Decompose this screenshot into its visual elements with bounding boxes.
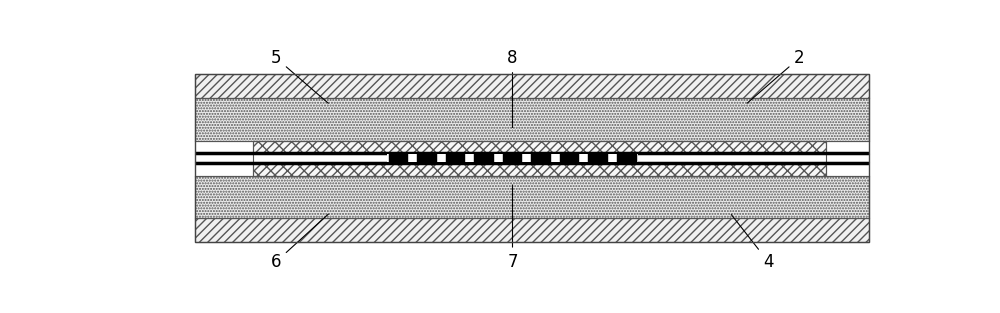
Bar xyxy=(446,154,465,162)
Bar xyxy=(474,154,494,162)
Bar xyxy=(195,74,869,242)
Text: 5: 5 xyxy=(271,49,328,103)
Bar xyxy=(388,154,408,162)
Bar xyxy=(195,98,869,141)
Text: 4: 4 xyxy=(731,214,774,271)
Bar xyxy=(531,154,551,162)
Bar xyxy=(253,163,826,176)
Bar xyxy=(195,74,869,98)
Bar xyxy=(195,153,869,163)
Bar xyxy=(560,154,579,162)
Bar xyxy=(617,154,637,162)
Bar xyxy=(503,154,522,162)
Text: 8: 8 xyxy=(507,49,518,128)
Bar xyxy=(253,141,826,153)
Text: 2: 2 xyxy=(747,49,805,103)
Text: 7: 7 xyxy=(507,185,518,271)
Bar xyxy=(588,154,608,162)
Bar xyxy=(195,218,869,242)
Bar xyxy=(417,154,437,162)
Text: 6: 6 xyxy=(271,214,328,271)
Bar xyxy=(387,154,638,162)
Bar xyxy=(195,176,869,218)
